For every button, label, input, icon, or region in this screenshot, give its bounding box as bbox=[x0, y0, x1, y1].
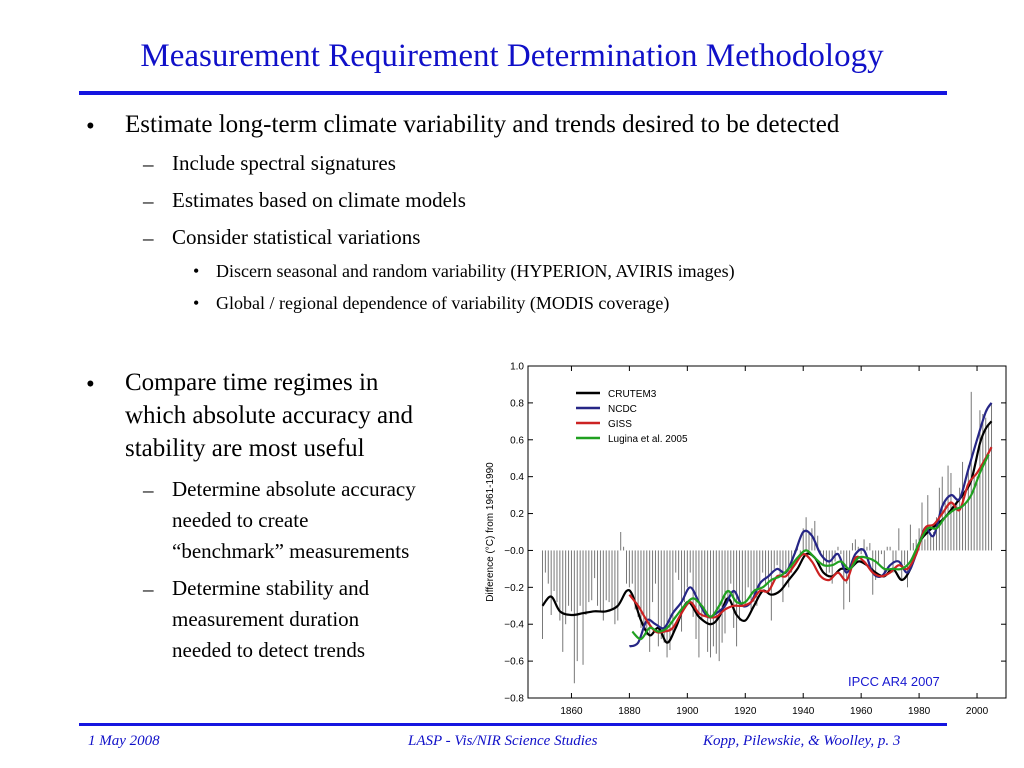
x-tick-label: 1920 bbox=[734, 706, 757, 717]
y-tick-label: 1.0 bbox=[510, 362, 524, 373]
source-annotation: IPCC AR4 2007 bbox=[848, 674, 940, 689]
page-title: Measurement Requirement Determination Me… bbox=[140, 38, 884, 74]
footer-right: Kopp, Pilewskie, & Woolley, p. 3 bbox=[703, 733, 901, 749]
bullet-text-line: which absolute accuracy and bbox=[125, 402, 414, 429]
bullet-text: Estimate long-term climate variability a… bbox=[125, 111, 840, 138]
sub-bullet-text-line: “benchmark” measurements bbox=[172, 539, 410, 563]
y-tick-label: −0.8 bbox=[504, 694, 524, 705]
bullet-marker: • bbox=[86, 113, 95, 140]
title-divider bbox=[79, 91, 947, 95]
legend-label: NCDC bbox=[608, 404, 637, 415]
sub-sub-bullet-marker: • bbox=[193, 293, 200, 313]
x-tick-label: 1960 bbox=[850, 706, 873, 717]
y-tick-label: −0.2 bbox=[504, 583, 524, 594]
sub-sub-bullet-marker: • bbox=[193, 261, 200, 281]
series-line-ncdc bbox=[628, 402, 993, 648]
sub-bullet-text: Consider statistical variations bbox=[172, 225, 421, 249]
footer-divider bbox=[79, 723, 947, 726]
footer-center: LASP - Vis/NIR Science Studies bbox=[408, 733, 598, 749]
x-tick-label: 1880 bbox=[618, 706, 641, 717]
series-line-lugina-et-al-2005 bbox=[631, 454, 990, 641]
temperature-anomaly-chart: −0.8 −0.6 −0.4 −0.2 −0.0 0.2 0.4 0.6 0.8 1.0 1860 1… bbox=[485, 362, 1007, 717]
chart-legend: CRUTEM3 NCDC GISS Lugina et al. 2005 bbox=[576, 389, 688, 445]
y-tick-label: −0.0 bbox=[504, 546, 524, 557]
y-axis-label: Difference (°C) from 1961-1990 bbox=[485, 462, 496, 602]
sub-bullet-marker: – bbox=[143, 226, 154, 250]
series-lines bbox=[541, 402, 993, 648]
x-tick-label: 1940 bbox=[792, 706, 815, 717]
sub-sub-bullet-text: Global / regional dependence of variabil… bbox=[216, 293, 670, 313]
y-tick-label: 0.6 bbox=[510, 435, 524, 446]
y-tick-label: −0.6 bbox=[504, 657, 524, 668]
legend-label: GISS bbox=[608, 419, 632, 430]
bullet-text-line: Compare time regimes in bbox=[125, 369, 379, 396]
y-tick-label: −0.4 bbox=[504, 620, 524, 631]
plot-frame bbox=[527, 365, 1007, 699]
x-tick-label: 1900 bbox=[676, 706, 699, 717]
sub-bullet-text-line: needed to create bbox=[172, 508, 309, 532]
y-tick-label: 0.2 bbox=[510, 509, 524, 520]
x-tick-label: 1980 bbox=[908, 706, 931, 717]
sub-bullet-text-line: Determine absolute accuracy bbox=[172, 477, 416, 501]
bullet-marker: • bbox=[86, 371, 95, 398]
sub-bullet-text: Estimates based on climate models bbox=[172, 188, 466, 212]
sub-bullet-text-line: needed to detect trends bbox=[172, 638, 365, 662]
series-line-crutem3 bbox=[541, 420, 993, 644]
series-line-giss bbox=[628, 446, 993, 634]
sub-bullet-text-line: measurement duration bbox=[172, 607, 360, 631]
sub-bullet-marker: – bbox=[143, 577, 154, 601]
axis-ticks: −0.8 −0.6 −0.4 −0.2 −0.0 0.2 0.4 0.6 0.8 1.0 1860 1… bbox=[504, 362, 1006, 717]
sub-bullet-text-line: Determine stability and bbox=[172, 576, 370, 600]
legend-label: CRUTEM3 bbox=[608, 389, 657, 400]
sub-bullet-marker: – bbox=[143, 478, 154, 502]
sub-bullet-marker: – bbox=[143, 152, 154, 176]
footer-date: 1 May 2008 bbox=[88, 733, 160, 749]
sub-sub-bullet-text: Discern seasonal and random variability … bbox=[216, 261, 735, 281]
bullet-text-line: stability are most useful bbox=[125, 435, 365, 462]
y-tick-label: 0.8 bbox=[510, 398, 524, 409]
x-tick-label: 1860 bbox=[560, 706, 583, 717]
x-tick-label: 2000 bbox=[966, 706, 989, 717]
y-tick-label: 0.4 bbox=[510, 472, 524, 483]
sub-bullet-marker: – bbox=[143, 189, 154, 213]
sub-bullet-text: Include spectral signatures bbox=[172, 151, 396, 175]
legend-label: Lugina et al. 2005 bbox=[608, 434, 688, 445]
